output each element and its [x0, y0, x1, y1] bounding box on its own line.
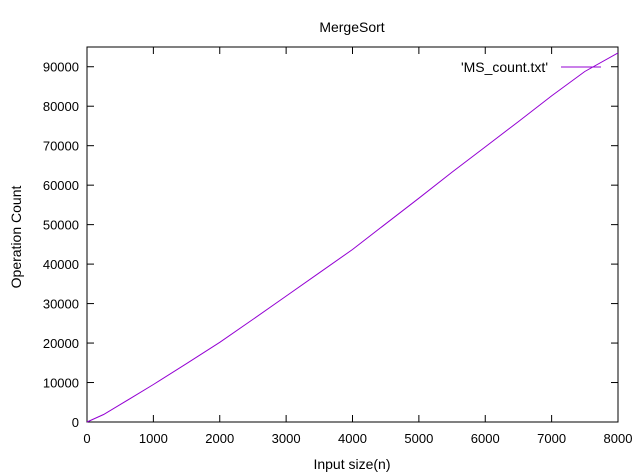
y-tick-label: 70000	[43, 139, 79, 154]
y-tick-label: 30000	[43, 297, 79, 312]
x-tick-label: 4000	[338, 431, 367, 446]
x-tick-label: 5000	[404, 431, 433, 446]
plot-area: 0 1000 2000 3000 4000 5000 6000 7000 80000100002…	[43, 46, 633, 446]
x-axis-title: Input size(n)	[313, 456, 390, 472]
y-axis-title: Operation Count	[8, 186, 24, 289]
y-tick-label: 90000	[43, 60, 79, 75]
y-tick-label: 10000	[43, 376, 79, 391]
x-tick-label: 8000	[604, 431, 633, 446]
y-tick-label: 50000	[43, 218, 79, 233]
x-tick-label: 1000	[139, 431, 168, 446]
y-tick-label: 40000	[43, 257, 79, 272]
x-tick-label: 3000	[272, 431, 301, 446]
y-tick-label: 20000	[43, 336, 79, 351]
x-tick-label: 6000	[471, 431, 500, 446]
series-line-1	[86, 52, 619, 423]
y-tick-label: 80000	[43, 99, 79, 114]
y-tick-label: 0	[72, 415, 79, 430]
chart-title: MergeSort	[319, 19, 384, 35]
x-tick-label: 0	[83, 431, 90, 446]
y-tick-label: 60000	[43, 178, 79, 193]
x-tick-label: 7000	[537, 431, 566, 446]
plot-frame	[86, 46, 619, 423]
x-tick-label: 2000	[205, 431, 234, 446]
legend-label: 'MS_count.txt'	[461, 59, 548, 75]
